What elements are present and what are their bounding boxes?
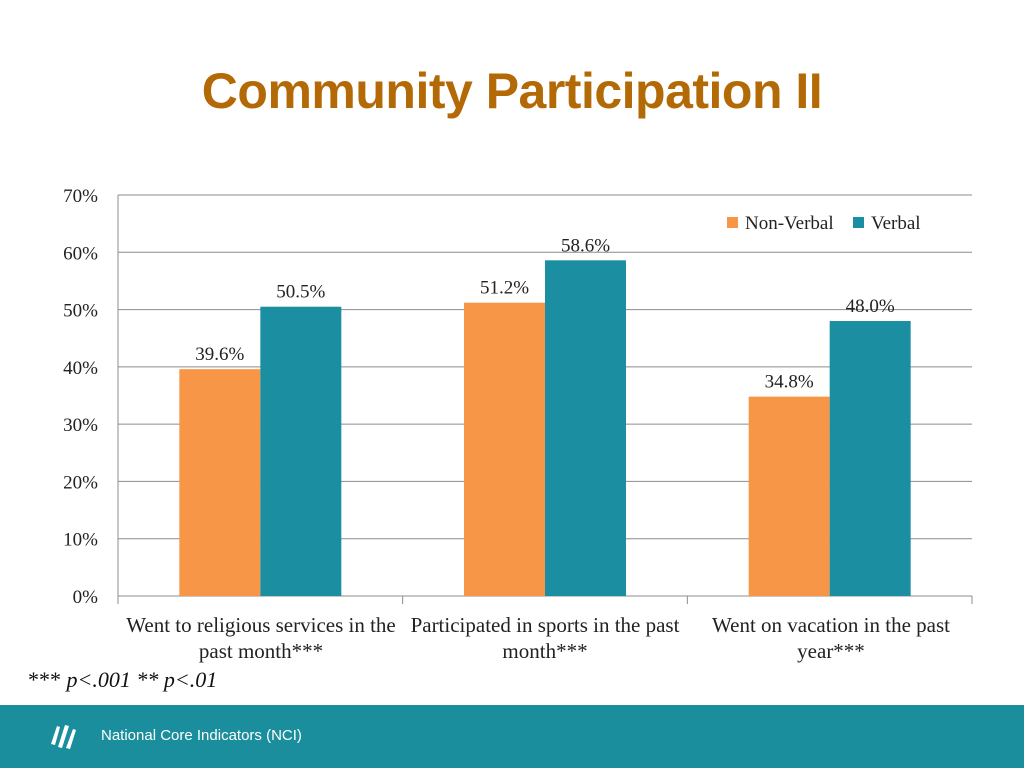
data-label: 51.2% bbox=[480, 278, 529, 299]
footnote-p01: p<.01 bbox=[163, 667, 218, 692]
legend-label: Non-Verbal bbox=[745, 213, 834, 234]
footer-bar: National Core Indicators (NCI) bbox=[0, 705, 1024, 768]
legend-swatch bbox=[853, 217, 864, 228]
category-label-sports: Participated in sports in the past month… bbox=[410, 613, 680, 663]
category-label-vacation: Went on vacation in the past year*** bbox=[712, 613, 950, 663]
legend-swatch bbox=[727, 217, 738, 228]
category-label-religious: Went to religious services in the past m… bbox=[126, 613, 396, 663]
data-label: 39.6% bbox=[195, 344, 244, 365]
footnote-stars: *** bbox=[28, 667, 61, 692]
bar-verbal-1 bbox=[545, 260, 626, 596]
nci-logo-icon bbox=[48, 722, 78, 755]
y-tick-label: 20% bbox=[63, 472, 98, 493]
bar-non-verbal-1 bbox=[464, 302, 545, 596]
bar-verbal-0 bbox=[260, 306, 342, 596]
bar-non-verbal-2 bbox=[748, 396, 830, 596]
legend-label: Verbal bbox=[871, 213, 921, 234]
bar-chart: 0% 10% 20% 30% 40% 50% 60% 70% 39.6% 50.5% 51.2% 5… bbox=[63, 186, 973, 608]
y-tick-label: 70% bbox=[63, 186, 98, 207]
y-tick-label: 30% bbox=[63, 415, 98, 436]
y-tick-label: 60% bbox=[63, 243, 98, 264]
significance-footnote: *** p<.001 ** p<.01 bbox=[28, 667, 217, 693]
y-tick-label: 50% bbox=[63, 301, 98, 322]
bar-verbal-2 bbox=[829, 321, 911, 596]
y-tick-label: 40% bbox=[63, 358, 98, 379]
y-tick-label: 0% bbox=[73, 587, 99, 608]
footer-text: National Core Indicators (NCI) bbox=[101, 727, 302, 744]
footnote-stars2: ** bbox=[136, 667, 159, 692]
y-tick-label: 10% bbox=[63, 530, 98, 551]
footnote-p001: p<.001 bbox=[66, 667, 131, 692]
slide-title: Community Participation II bbox=[201, 63, 823, 119]
data-label: 34.8% bbox=[765, 372, 814, 393]
data-label: 50.5% bbox=[276, 282, 325, 303]
bar-non-verbal-0 bbox=[179, 369, 261, 596]
data-label: 48.0% bbox=[846, 296, 895, 317]
data-label: 58.6% bbox=[561, 235, 610, 256]
